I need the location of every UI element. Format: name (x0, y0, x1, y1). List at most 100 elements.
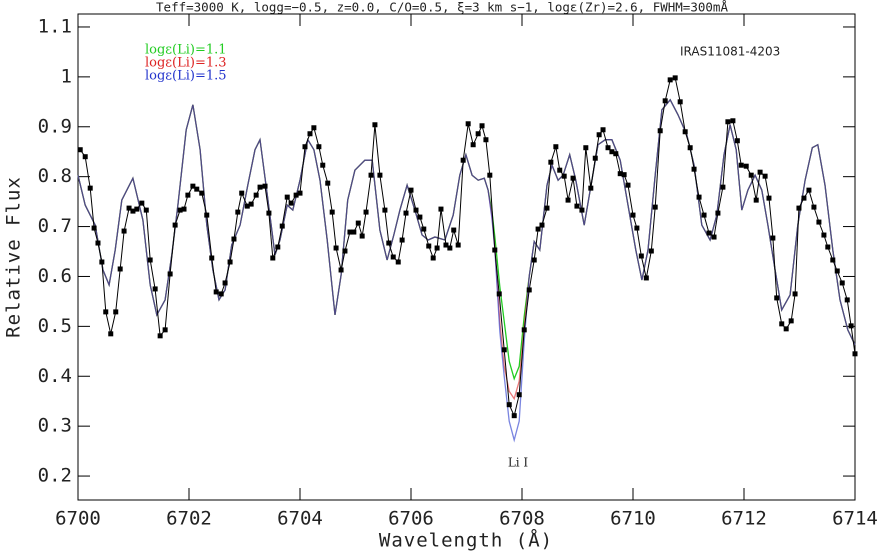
observed-point (539, 222, 545, 228)
observed-point (377, 172, 383, 178)
observed-point (738, 162, 744, 168)
observed-point (82, 154, 88, 160)
observed-point (177, 207, 183, 213)
observed-point (239, 190, 245, 196)
observed-point (600, 127, 606, 133)
observed-point (87, 185, 93, 191)
observed-point (293, 192, 299, 198)
observed-point (288, 200, 294, 206)
observed-point (565, 197, 571, 203)
observed-point (209, 255, 215, 261)
observed-point (783, 326, 789, 332)
observed-point (691, 166, 697, 172)
observed-point (275, 244, 281, 250)
observed-point (325, 180, 331, 186)
observed-point (579, 207, 585, 213)
observed-point (521, 327, 527, 333)
observed-point (342, 248, 348, 254)
observed-point (157, 333, 163, 339)
observed-point (320, 162, 326, 168)
observed-point (834, 268, 840, 274)
observed-point (753, 197, 759, 203)
observed-point (302, 144, 308, 150)
observed-point (227, 259, 233, 265)
observed-point (734, 138, 740, 144)
observed-point (535, 226, 541, 232)
observed-point (501, 347, 507, 353)
observed-point (390, 254, 396, 260)
observed-point (774, 295, 780, 301)
observed-point (561, 173, 567, 179)
observed-point (121, 228, 127, 234)
observed-point (152, 286, 158, 292)
observed-point (355, 220, 361, 226)
observed-point (248, 201, 254, 207)
observed-point (307, 131, 313, 137)
observed-point (266, 210, 272, 216)
legend-entry: logε(Li)=1.1 (145, 43, 227, 58)
observed-point (421, 226, 427, 232)
observed-point (417, 214, 423, 220)
observed-point (852, 351, 858, 357)
observed-point (253, 192, 259, 198)
observed-point (403, 210, 409, 216)
observed-point (592, 155, 598, 161)
observed-point (701, 212, 707, 218)
observed-point (244, 203, 250, 209)
observed-point (386, 240, 392, 246)
observed-point (682, 129, 688, 135)
observed-point (801, 195, 807, 201)
y-tick-label: 0.8 (38, 165, 72, 187)
observed-point (333, 245, 339, 251)
x-tick-label: 6710 (610, 508, 656, 530)
observed-point (451, 227, 457, 233)
observed-point (506, 402, 512, 408)
observed-point (757, 169, 763, 175)
observed-point (359, 233, 365, 239)
observed-point (574, 203, 580, 209)
observed-point (816, 219, 822, 225)
observed-point (190, 183, 196, 189)
observed-point (194, 186, 200, 192)
observed-point (147, 257, 153, 263)
y-tick-label: 1 (61, 65, 72, 87)
observed-point (630, 212, 636, 218)
observed-point (672, 75, 678, 81)
observed-point (634, 225, 640, 231)
observed-point (408, 187, 414, 193)
observed-point (743, 163, 749, 169)
observed-point (825, 244, 831, 250)
chart-title: Teff=3000 K, logg=−0.5, z=0.0, C/O=0.5, … (156, 0, 728, 15)
line-label: Li I (508, 456, 529, 470)
observed-point (779, 321, 785, 327)
observed-point (625, 182, 631, 188)
legend-entry: logε(Li)=1.5 (145, 69, 227, 84)
observed-point (134, 206, 140, 212)
observed-point (770, 235, 776, 241)
observed-point (143, 207, 149, 213)
observed-point (657, 128, 663, 134)
observed-point (399, 237, 405, 243)
observed-point (382, 207, 388, 213)
observed-point (487, 172, 493, 178)
x-axis-label: Wavelength (Å) (379, 529, 553, 552)
observed-point (347, 229, 353, 235)
observed-point (443, 242, 449, 248)
observed-point (126, 205, 132, 211)
observed-point (395, 259, 401, 265)
observed-point (167, 271, 173, 277)
observed-point (588, 185, 594, 191)
observed-point (652, 204, 658, 210)
observed-point (279, 223, 285, 229)
observed-point (218, 291, 224, 297)
legend-entry: logε(Li)=1.3 (145, 56, 227, 71)
observed-point (621, 172, 627, 178)
observed-point (162, 327, 168, 333)
observed-point (725, 119, 731, 125)
observed-point (638, 253, 644, 259)
observed-point (730, 118, 736, 124)
observed-point (848, 323, 854, 329)
observed-point (643, 275, 649, 281)
observed-point (130, 208, 136, 214)
